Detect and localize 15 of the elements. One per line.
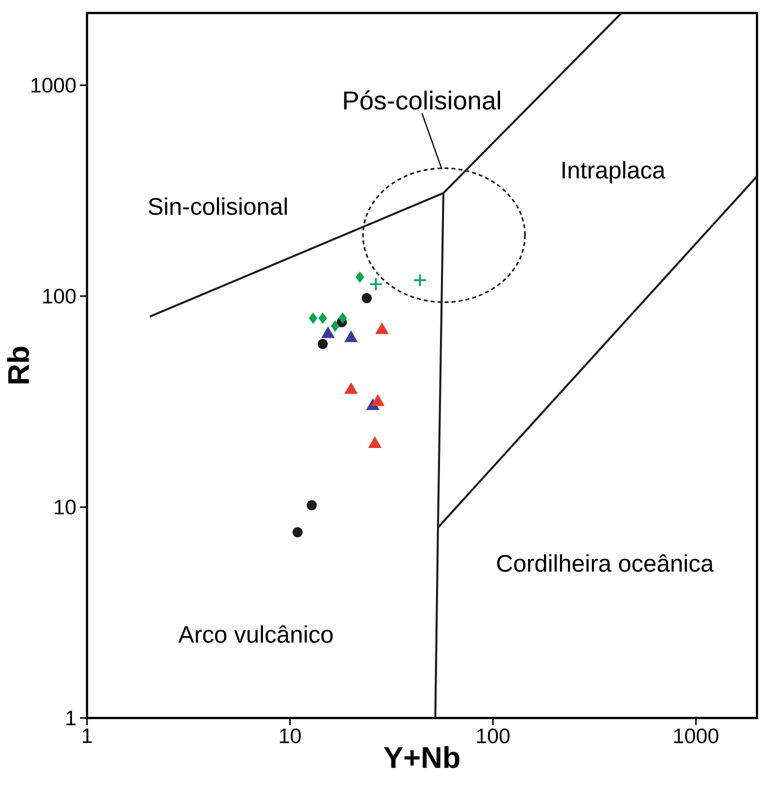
x-tick-label: 100 [477, 728, 510, 744]
y-axis-title: Rb [7, 346, 30, 384]
y-tick-label: 1 [66, 710, 76, 726]
x-tick-label: 1000 [674, 728, 718, 744]
y-tick-label: 1000 [32, 78, 76, 93]
y-tick-label: 10 [54, 500, 76, 514]
annotation: Arco vulcânico [178, 625, 333, 643]
annotation: Sin-colisional [148, 197, 287, 215]
annotation: Cordilheira oceânica [497, 554, 714, 572]
x-tick-label: 1 [82, 728, 92, 743]
x-axis-title: Y+Nb [384, 746, 460, 768]
annotation: Intraplaca [562, 161, 666, 184]
x-tick-label: 10 [280, 728, 301, 744]
annotation: Pós-colisional [344, 90, 500, 110]
y-tick-label: 100 [43, 288, 76, 304]
